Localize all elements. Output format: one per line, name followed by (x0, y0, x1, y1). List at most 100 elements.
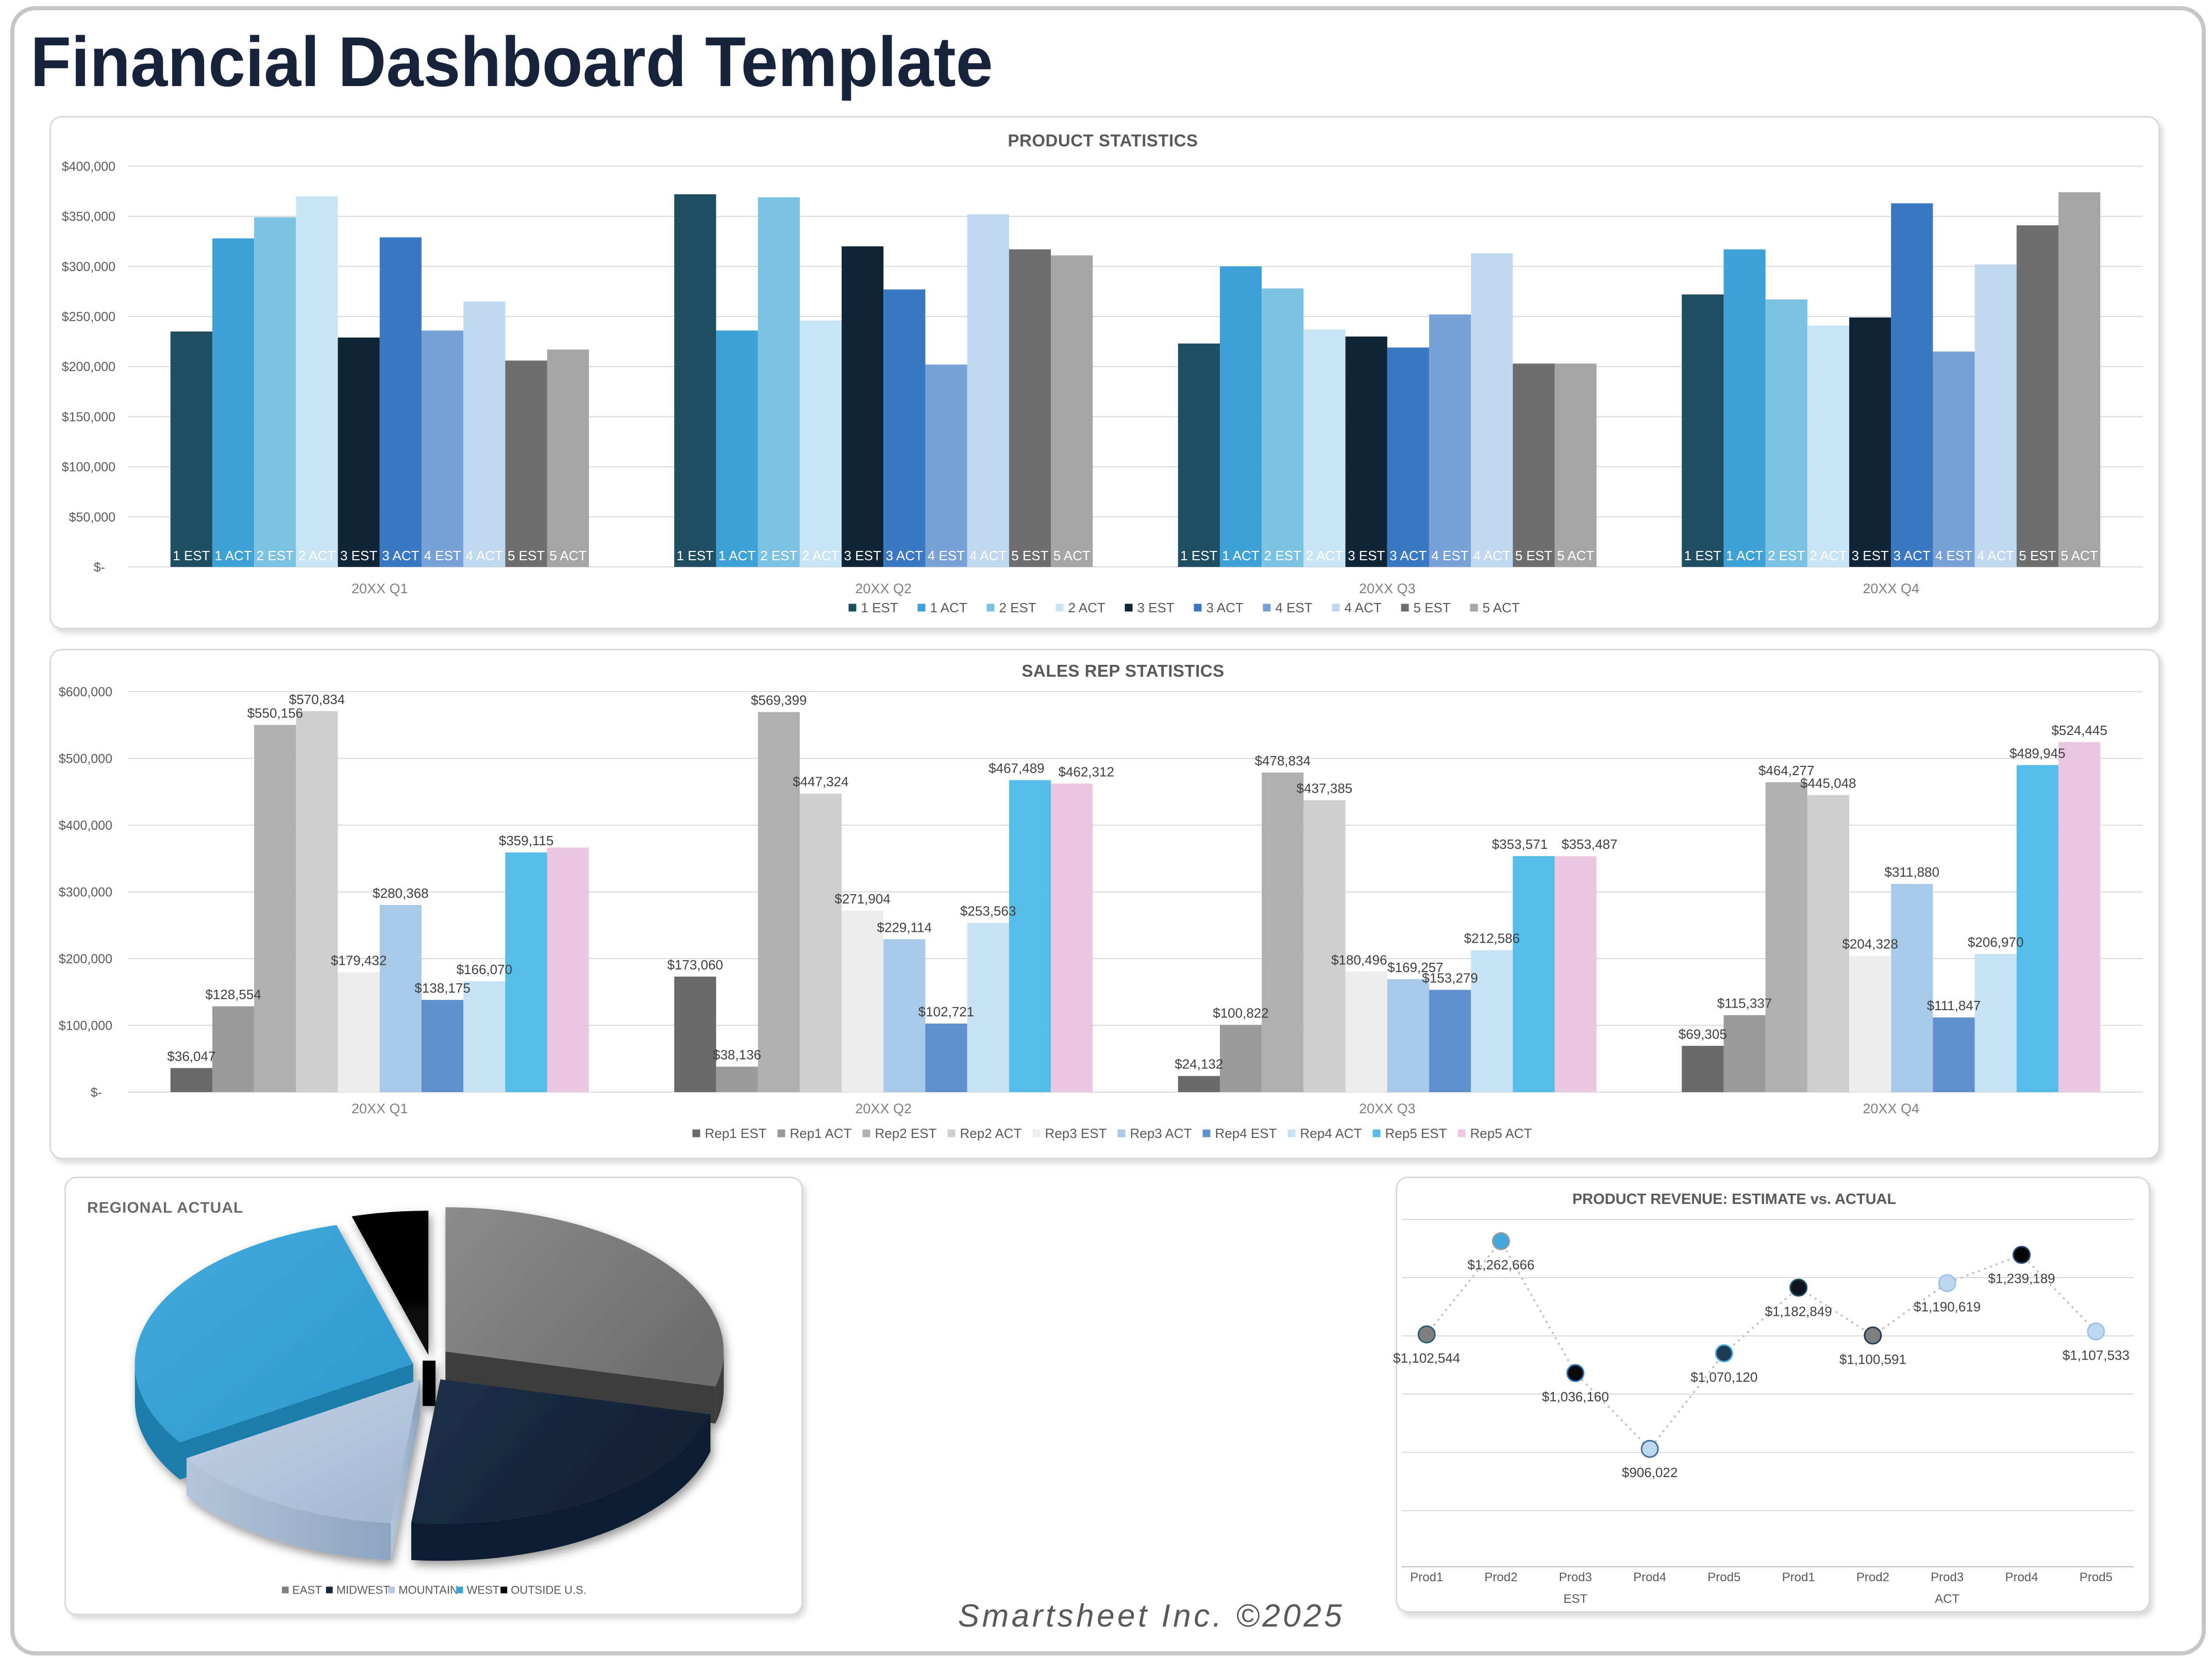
svg-text:2 ACT: 2 ACT (1068, 600, 1105, 615)
svg-text:$128,554: $128,554 (205, 987, 261, 1002)
svg-text:$69,305: $69,305 (1679, 1026, 1727, 1042)
svg-text:5 ACT: 5 ACT (1483, 600, 1520, 615)
svg-text:$1,182,849: $1,182,849 (1765, 1303, 1832, 1319)
svg-text:ACT: ACT (1935, 1592, 1959, 1606)
svg-text:$1,070,120: $1,070,120 (1690, 1369, 1757, 1385)
svg-text:1 ACT: 1 ACT (718, 548, 756, 563)
svg-text:Rep1 EST: Rep1 EST (705, 1126, 767, 1141)
svg-text:$1,036,160: $1,036,160 (1542, 1389, 1609, 1404)
svg-text:4 EST: 4 EST (1935, 548, 1972, 563)
svg-text:$100,822: $100,822 (1213, 1005, 1268, 1020)
svg-text:$467,489: $467,489 (988, 761, 1044, 776)
svg-text:$200,000: $200,000 (59, 952, 112, 966)
svg-text:3 EST: 3 EST (1852, 548, 1889, 563)
svg-text:$1,102,544: $1,102,544 (1393, 1350, 1460, 1366)
svg-text:Rep1 ACT: Rep1 ACT (790, 1126, 852, 1141)
svg-text:1 ACT: 1 ACT (1726, 548, 1763, 563)
svg-text:Smartsheet Inc. ©2025: Smartsheet Inc. ©2025 (958, 1598, 1345, 1634)
svg-text:$550,156: $550,156 (247, 706, 303, 721)
svg-text:$353,571: $353,571 (1492, 836, 1548, 852)
svg-text:$462,312: $462,312 (1058, 764, 1114, 779)
svg-text:2 EST: 2 EST (1264, 548, 1301, 563)
svg-text:$153,279: $153,279 (1422, 970, 1478, 986)
svg-text:$173,060: $173,060 (667, 957, 723, 973)
svg-text:4 EST: 4 EST (424, 548, 461, 563)
svg-text:$1,100,591: $1,100,591 (1839, 1351, 1906, 1367)
svg-text:$111,847: $111,847 (1927, 998, 1981, 1013)
svg-text:20XX Q1: 20XX Q1 (351, 581, 408, 596)
svg-text:$212,586: $212,586 (1464, 931, 1520, 946)
svg-text:3 EST: 3 EST (1137, 600, 1175, 615)
svg-text:$1,239,189: $1,239,189 (1988, 1271, 2055, 1286)
svg-text:$478,834: $478,834 (1255, 753, 1311, 768)
svg-text:$206,970: $206,970 (1968, 934, 2023, 950)
svg-text:1 EST: 1 EST (1180, 548, 1217, 563)
svg-text:$200,000: $200,000 (62, 360, 115, 374)
svg-text:20XX Q4: 20XX Q4 (1863, 581, 1919, 596)
svg-text:$-: $- (94, 560, 105, 575)
svg-text:PRODUCT REVENUE: ESTIMATE vs.: PRODUCT REVENUE: ESTIMATE vs. ACTUAL (1572, 1191, 1896, 1208)
svg-text:2 EST: 2 EST (999, 600, 1036, 615)
svg-text:1 ACT: 1 ACT (214, 548, 252, 563)
svg-text:4 ACT: 4 ACT (1345, 600, 1382, 615)
svg-text:$280,368: $280,368 (373, 885, 428, 901)
svg-text:$570,834: $570,834 (289, 692, 345, 707)
svg-text:Rep2 EST: Rep2 EST (875, 1126, 937, 1141)
svg-text:3 EST: 3 EST (340, 548, 377, 563)
svg-text:5 EST: 5 EST (2019, 548, 2056, 563)
svg-text:$350,000: $350,000 (62, 210, 115, 224)
svg-text:$250,000: $250,000 (62, 310, 115, 324)
svg-text:$1,107,533: $1,107,533 (2063, 1348, 2130, 1363)
svg-text:EST: EST (1563, 1592, 1587, 1606)
svg-text:$400,000: $400,000 (59, 818, 112, 833)
svg-text:4 ACT: 4 ACT (466, 548, 503, 563)
svg-text:$569,399: $569,399 (751, 693, 807, 708)
svg-text:$906,022: $906,022 (1622, 1465, 1678, 1480)
svg-text:Prod4: Prod4 (2005, 1570, 2038, 1584)
svg-text:$524,445: $524,445 (2051, 723, 2107, 738)
svg-text:1 ACT: 1 ACT (930, 600, 967, 615)
svg-text:4 EST: 4 EST (1431, 548, 1468, 563)
svg-text:3 EST: 3 EST (1348, 548, 1385, 563)
svg-text:$180,496: $180,496 (1331, 952, 1387, 967)
svg-text:Prod5: Prod5 (2080, 1570, 2113, 1584)
svg-text:$253,563: $253,563 (960, 903, 1016, 919)
svg-text:$204,328: $204,328 (1842, 936, 1898, 951)
svg-text:$24,132: $24,132 (1175, 1057, 1223, 1072)
svg-text:REGIONAL ACTUAL: REGIONAL ACTUAL (87, 1199, 243, 1216)
svg-text:2 EST: 2 EST (1768, 548, 1805, 563)
svg-text:3 ACT: 3 ACT (886, 548, 923, 563)
svg-text:$102,721: $102,721 (918, 1004, 974, 1019)
svg-text:Prod5: Prod5 (1707, 1570, 1740, 1584)
svg-text:WEST: WEST (467, 1584, 500, 1597)
svg-text:20XX Q4: 20XX Q4 (1863, 1101, 1919, 1116)
svg-text:Rep2 ACT: Rep2 ACT (960, 1126, 1022, 1141)
svg-text:3 EST: 3 EST (844, 548, 881, 563)
svg-text:Rep5 ACT: Rep5 ACT (1470, 1126, 1532, 1141)
svg-text:3 ACT: 3 ACT (1389, 548, 1427, 563)
svg-text:Prod1: Prod1 (1410, 1570, 1443, 1584)
svg-text:$38,136: $38,136 (713, 1047, 761, 1063)
svg-text:Prod3: Prod3 (1931, 1570, 1964, 1584)
svg-text:$445,048: $445,048 (1800, 776, 1856, 791)
svg-text:20XX Q2: 20XX Q2 (855, 581, 912, 596)
svg-text:5 EST: 5 EST (1414, 600, 1451, 615)
svg-text:$300,000: $300,000 (59, 885, 112, 900)
svg-text:EAST: EAST (292, 1584, 322, 1597)
svg-text:3 ACT: 3 ACT (1893, 548, 1931, 563)
svg-text:$447,324: $447,324 (793, 774, 848, 790)
svg-text:$100,000: $100,000 (62, 460, 115, 475)
svg-text:MOUNTAIN: MOUNTAIN (398, 1584, 458, 1597)
svg-text:$489,945: $489,945 (2009, 746, 2065, 761)
svg-text:Rep3 ACT: Rep3 ACT (1130, 1126, 1192, 1141)
svg-text:5 EST: 5 EST (1515, 548, 1552, 563)
svg-text:1 EST: 1 EST (861, 600, 898, 615)
svg-text:$229,114: $229,114 (877, 919, 932, 935)
svg-text:5 EST: 5 EST (508, 548, 545, 563)
svg-text:1 EST: 1 EST (677, 548, 714, 563)
svg-text:OUTSIDE U.S.: OUTSIDE U.S. (511, 1584, 586, 1597)
svg-text:5 ACT: 5 ACT (1557, 548, 1594, 563)
svg-text:4 ACT: 4 ACT (1473, 548, 1511, 563)
svg-text:SALES REP STATISTICS: SALES REP STATISTICS (1021, 661, 1224, 680)
svg-text:20XX Q3: 20XX Q3 (1359, 1101, 1416, 1116)
